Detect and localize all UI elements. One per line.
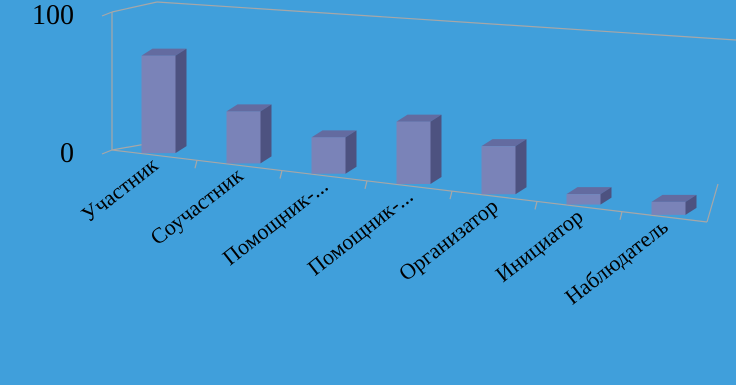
y-axis-ticks: 0 100 [32, 0, 74, 169]
bars [141, 48, 697, 215]
bar [396, 114, 442, 184]
bar-top-face [651, 194, 697, 202]
bar-top-face [141, 48, 187, 56]
bar-side-face [515, 139, 527, 195]
x-tick-label: Инициатор [491, 203, 588, 286]
bar [481, 139, 527, 195]
bar-top-face [311, 130, 357, 138]
floor-front-edge [111, 149, 708, 223]
x-tick-label: Участник [76, 152, 163, 227]
bar-side-face [430, 114, 442, 184]
bar-side-face [685, 194, 697, 215]
back-wall-top-edge [156, 1, 736, 41]
bar-front-face [311, 137, 346, 174]
bar-top-face [481, 139, 527, 147]
chart-frame [101, 1, 736, 223]
bar-front-face [226, 111, 261, 164]
y-tick-label: 0 [60, 138, 74, 169]
bar-side-face [175, 48, 187, 154]
bar-side-face [600, 187, 612, 205]
bar [311, 130, 357, 174]
y-tick-label: 100 [32, 0, 74, 31]
bar [141, 48, 187, 154]
bar-front-face [396, 121, 431, 184]
bar [226, 104, 272, 164]
top-left-depth-edge [111, 1, 158, 13]
bar [566, 187, 612, 205]
y-tick-mark [101, 11, 113, 17]
x-tick-mark [364, 180, 368, 190]
x-tick-mark [534, 201, 538, 210]
floor-right-depth-edge [706, 183, 719, 223]
x-tick-mark [279, 170, 283, 179]
bar-front-face [566, 194, 601, 205]
x-tick-label: Соучастник [145, 162, 248, 250]
x-tick-mark [194, 160, 198, 169]
bar-side-face [260, 104, 272, 164]
bar-front-face [481, 146, 516, 195]
bar-top-face [566, 187, 612, 195]
x-tick-mark [619, 211, 623, 220]
y-tick-mark [101, 149, 113, 155]
x-tick-mark [449, 190, 453, 200]
x-axis-labels: УчастникСоучастникПомощник-...Помощник-.… [76, 152, 672, 310]
bar-front-face [651, 201, 686, 215]
bar-side-face [345, 130, 357, 174]
bar-top-face [396, 114, 442, 122]
bar-front-face [141, 55, 176, 154]
bar [651, 194, 697, 215]
bar-top-face [226, 104, 272, 112]
